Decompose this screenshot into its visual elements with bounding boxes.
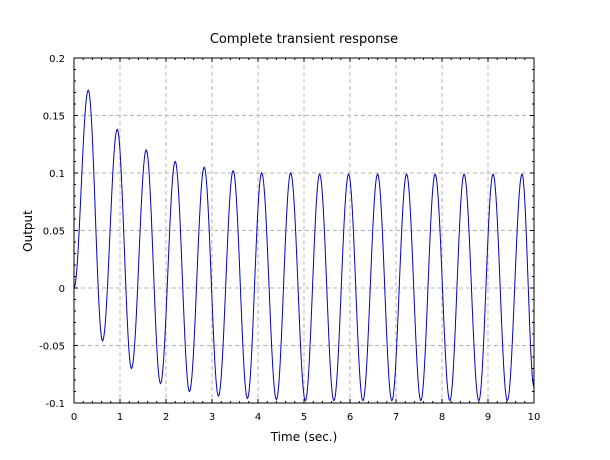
y-tick-label: 0.1 [49, 169, 65, 180]
y-axis-label: Output [21, 210, 35, 252]
x-axis-label: Time (sec.) [270, 430, 338, 444]
gridlines [74, 58, 534, 403]
y-tick-label: 0.2 [49, 54, 65, 65]
x-tick-label: 10 [528, 412, 541, 423]
x-tick-label: 3 [209, 412, 215, 423]
y-tick-label: -0.1 [45, 399, 65, 410]
y-tick-label: -0.05 [39, 342, 65, 353]
y-tick-label: 0.05 [43, 227, 65, 238]
chart-title: Complete transient response [210, 32, 398, 47]
x-tick-label: 4 [255, 412, 261, 423]
y-tick-label: 0.15 [43, 112, 65, 123]
y-tick-label: 0 [59, 284, 65, 295]
x-tick-label: 0 [71, 412, 77, 423]
ticks [73, 57, 535, 404]
x-tick-label: 1 [117, 412, 123, 423]
x-tick-label: 6 [347, 412, 353, 423]
x-tick-label: 5 [301, 412, 307, 423]
x-tick-label: 8 [439, 412, 445, 423]
x-tick-labels: 0 1 2 3 4 5 6 7 8 9 10 [71, 412, 541, 423]
series-layer [73, 89, 535, 402]
y-tick-labels: -0.1 -0.05 0 0.05 0.1 0.15 0.2 [39, 54, 65, 410]
series-line-0 [73, 89, 535, 402]
x-tick-label: 7 [393, 412, 399, 423]
x-tick-label: 9 [485, 412, 491, 423]
x-tick-label: 2 [163, 412, 169, 423]
